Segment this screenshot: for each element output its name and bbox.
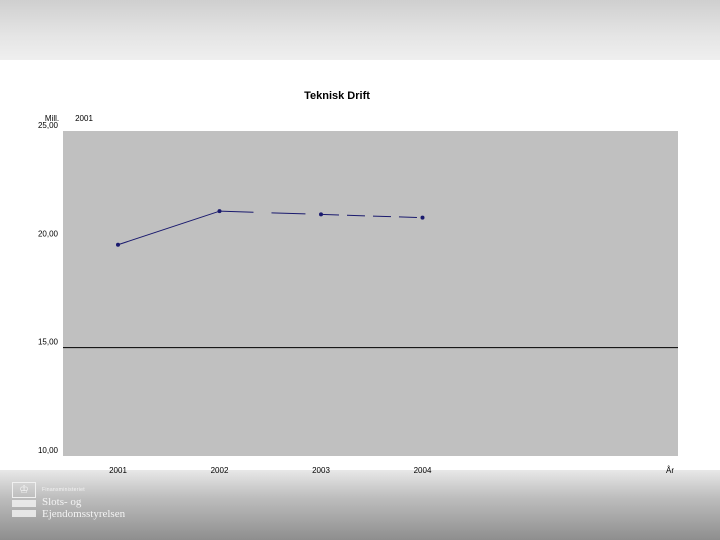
- slide-header-band: [0, 0, 720, 60]
- logo-stripe: [12, 510, 36, 517]
- y-tick-label: 15,00: [38, 338, 59, 347]
- plot-area: [63, 131, 678, 456]
- logo-stripe: [12, 500, 36, 507]
- y-axis-sublabel: 2001: [75, 114, 93, 123]
- y-axis-label: Mill.: [45, 114, 59, 123]
- slide-footer-band: [0, 470, 720, 540]
- x-tick-label: 2004: [414, 466, 432, 475]
- ministry-text: Finansministeriet: [42, 487, 85, 493]
- data-point: [217, 209, 222, 214]
- chart-title: Teknisk Drift: [304, 90, 370, 102]
- y-tick-label: 25,00: [38, 121, 59, 130]
- x-tick-label: 2002: [211, 466, 229, 475]
- data-point: [319, 212, 323, 217]
- x-tick-label: 2001: [109, 466, 127, 475]
- data-point: [116, 242, 120, 247]
- x-tick-label: 2003: [312, 466, 330, 475]
- org-name-line1: Slots- og: [42, 496, 82, 508]
- line-chart: Teknisk Drift Mill. 2001 10,00 15,00 20,00…: [38, 90, 678, 475]
- org-name-line2: Ejendomsstyrelsen: [42, 508, 126, 520]
- x-axis-label: År: [666, 466, 674, 475]
- x-axis-ticks: 2001 2002 2003 2004: [109, 466, 432, 475]
- y-axis-ticks: 10,00 15,00 20,00 25,00: [38, 121, 59, 455]
- series-segment: [320, 213, 423, 219]
- y-tick-label: 20,00: [38, 229, 59, 238]
- series-segment: [117, 210, 220, 246]
- y-tick-label: 10,00: [38, 446, 59, 455]
- organization-logo: ♔ Finansministeriet Slots- og Ejendomsst…: [12, 482, 152, 522]
- crown-icon: ♔: [12, 482, 36, 498]
- series-segment: [219, 210, 322, 215]
- series-points: [116, 209, 425, 247]
- data-point: [420, 215, 425, 220]
- series-lines: [117, 210, 423, 246]
